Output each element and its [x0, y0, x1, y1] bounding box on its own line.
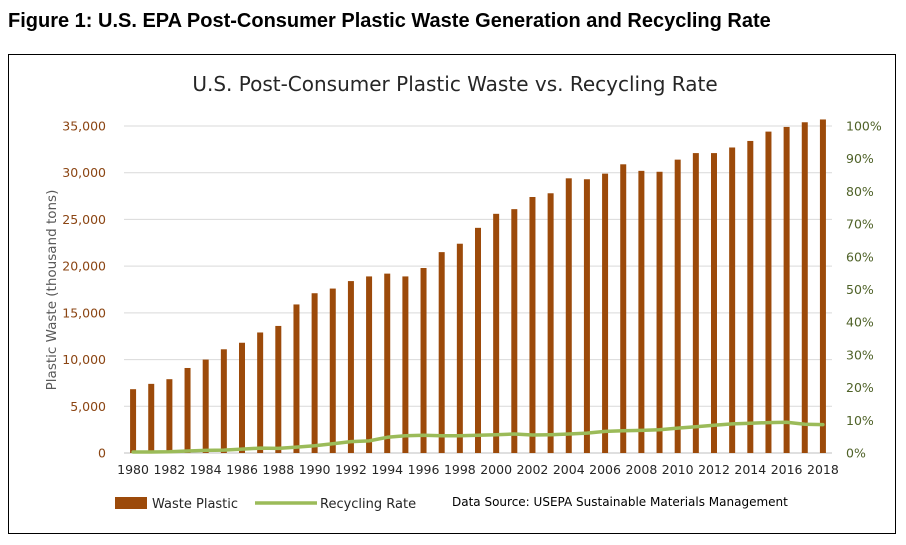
- x-tick-label: 2016: [771, 462, 803, 477]
- x-tick-label: 2006: [589, 462, 621, 477]
- y-tick-label: 35,000: [62, 119, 106, 134]
- y2-tick-label: 100%: [846, 119, 882, 134]
- x-tick-label: 1988: [262, 462, 294, 477]
- bar-series-waste-plastic: [130, 119, 826, 454]
- x-tick-label: 1996: [408, 462, 440, 477]
- y-tick-label: 25,000: [62, 212, 106, 227]
- bar-waste-plastic-2018: [819, 119, 826, 454]
- bar-waste-plastic-2013: [729, 147, 736, 453]
- x-tick-label: 1992: [335, 462, 367, 477]
- bar-waste-plastic-1980: [130, 389, 137, 453]
- bar-waste-plastic-2001: [511, 209, 518, 453]
- bar-waste-plastic-2007: [620, 164, 627, 453]
- bar-waste-plastic-1999: [475, 227, 481, 453]
- bar-waste-plastic-1989: [293, 304, 300, 453]
- bar-waste-plastic-1986: [239, 342, 245, 453]
- bar-waste-plastic-1992: [347, 281, 354, 453]
- bar-waste-plastic-1998: [456, 243, 463, 453]
- bar-waste-plastic-2017: [801, 122, 808, 454]
- bar-waste-plastic-1982: [166, 379, 173, 453]
- bar-waste-plastic-1985: [220, 349, 227, 453]
- legend-label-recycling-rate: Recycling Rate: [320, 497, 416, 512]
- bar-waste-plastic-1991: [329, 288, 336, 453]
- chart-frame: [8, 54, 896, 534]
- legend: Waste Plastic Recycling Rate: [115, 497, 416, 512]
- bar-waste-plastic-2009: [656, 171, 663, 453]
- bar-waste-plastic-1981: [148, 383, 155, 453]
- y2-tick-label: 20%: [846, 380, 874, 395]
- chart-title: U.S. Post-Consumer Plastic Waste vs. Rec…: [192, 72, 717, 96]
- bar-waste-plastic-1996: [420, 268, 427, 453]
- x-tick-label: 1998: [444, 462, 476, 477]
- x-axis-ticks: 1980 1982 1984 1986 1988 1990 1992 1994 1996 1998…: [117, 462, 839, 477]
- x-tick-label: 2002: [517, 462, 549, 477]
- bar-waste-plastic-1995: [402, 276, 409, 453]
- bar-waste-plastic-1994: [384, 273, 391, 453]
- legend-swatch-waste-plastic: [115, 497, 147, 509]
- bar-waste-plastic-1988: [275, 325, 282, 453]
- data-source-note: Data Source: USEPA Sustainable Materials…: [452, 495, 788, 509]
- y-tick-label: 15,000: [62, 305, 106, 320]
- x-tick-label: 1982: [153, 462, 185, 477]
- bar-waste-plastic-2012: [711, 153, 717, 453]
- y2-tick-label: 40%: [846, 315, 874, 330]
- x-tick-label: 2004: [553, 462, 585, 477]
- y-tick-label: 20,000: [62, 259, 106, 274]
- bar-waste-plastic-2011: [692, 153, 699, 453]
- bar-waste-plastic-2016: [783, 126, 790, 453]
- y-tick-label: 30,000: [62, 165, 106, 180]
- y-axis-label: Plastic Waste (thousand tons): [44, 190, 60, 391]
- bar-waste-plastic-1983: [184, 367, 191, 453]
- bar-waste-plastic-2005: [583, 179, 590, 454]
- x-tick-label: 2000: [480, 462, 512, 477]
- figure-title: Figure 1: U.S. EPA Post-Consumer Plastic…: [8, 10, 771, 32]
- line-series-recycling-rate: [131, 420, 825, 454]
- y2-tick-label: 70%: [846, 217, 874, 232]
- y-tick-label: 0: [98, 446, 106, 461]
- x-tick-label: 2008: [625, 462, 657, 477]
- bar-waste-plastic-1990: [311, 293, 318, 453]
- y2-tick-label: 80%: [846, 184, 874, 199]
- bar-waste-plastic-2015: [765, 131, 772, 453]
- bar-waste-plastic-1984: [202, 359, 209, 453]
- x-tick-label: 2012: [698, 462, 730, 477]
- x-tick-label: 1986: [226, 462, 258, 477]
- y2-tick-label: 90%: [846, 151, 874, 166]
- bar-waste-plastic-2000: [493, 213, 500, 453]
- bar-waste-plastic-2014: [747, 140, 754, 453]
- bar-waste-plastic-2002: [529, 197, 536, 453]
- x-tick-label: 2018: [807, 462, 839, 477]
- y2-tick-label: 0%: [846, 446, 866, 461]
- x-tick-label: 1980: [117, 462, 149, 477]
- y2-tick-label: 30%: [846, 347, 874, 362]
- y-axis-right-ticks: 0% 10% 20% 30% 40% 50% 60% 70% 80% 90% 100%: [846, 119, 882, 461]
- bar-waste-plastic-2008: [638, 170, 645, 454]
- y2-tick-label: 50%: [846, 282, 874, 297]
- bar-waste-plastic-1987: [257, 332, 264, 453]
- x-tick-label: 1984: [190, 462, 222, 477]
- y-axis-left-ticks: 0 5,000 10,000 15,000 20,000 25,000 30,000 35,0…: [62, 119, 106, 461]
- legend-label-waste-plastic: Waste Plastic: [152, 497, 238, 512]
- x-tick-label: 2014: [734, 462, 766, 477]
- bar-waste-plastic-2006: [602, 173, 609, 454]
- line-recycling-rate: [131, 420, 825, 454]
- bar-waste-plastic-2010: [674, 159, 681, 454]
- bar-waste-plastic-2004: [565, 178, 572, 453]
- x-tick-label: 1994: [371, 462, 403, 477]
- x-tick-label: 2010: [662, 462, 694, 477]
- y2-tick-label: 60%: [846, 249, 874, 264]
- y2-tick-label: 10%: [846, 413, 874, 428]
- y-tick-label: 10,000: [62, 352, 106, 367]
- y-tick-label: 5,000: [70, 399, 106, 414]
- bar-waste-plastic-1997: [438, 252, 445, 453]
- x-tick-label: 1990: [299, 462, 331, 477]
- bar-waste-plastic-1993: [366, 276, 373, 453]
- bar-waste-plastic-2003: [547, 193, 554, 454]
